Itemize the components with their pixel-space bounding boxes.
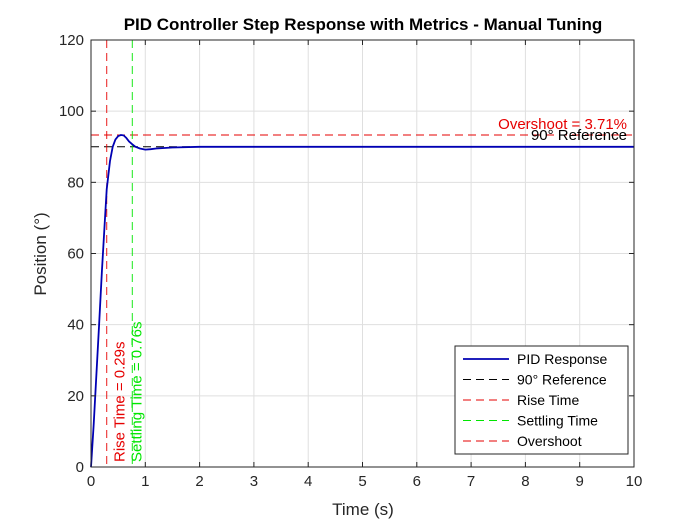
legend-label-4: Overshoot	[517, 433, 582, 449]
pid-response-line	[90, 134, 634, 468]
chart-title: PID Controller Step Response with Metric…	[124, 15, 603, 34]
overshoot-annotation: Overshoot = 3.71%	[498, 116, 627, 133]
y-tick-label: 80	[67, 174, 84, 191]
x-axis-label: Time (s)	[332, 500, 394, 519]
y-tick-label: 120	[59, 32, 84, 49]
x-tick-label: 1	[141, 473, 149, 490]
x-tick-label: 3	[250, 473, 258, 490]
x-tick-label: 4	[304, 473, 312, 490]
y-axis-label: Position (°)	[31, 212, 50, 295]
legend-label-3: Settling Time	[517, 413, 598, 429]
x-tick-label: 10	[626, 473, 643, 490]
x-tick-label: 2	[195, 473, 203, 490]
y-tick-label: 0	[76, 459, 84, 476]
legend-label-0: PID Response	[517, 351, 607, 367]
legend: PID Response 90° Reference Rise Time Settli…	[454, 345, 629, 455]
x-tick-label: 8	[521, 473, 529, 490]
x-tick-label: 0	[87, 473, 95, 490]
x-tick-label: 6	[413, 473, 421, 490]
y-tick-label: 60	[67, 246, 84, 263]
y-tick-label: 20	[67, 388, 84, 405]
settling-time-annotation: Settling Time = 0.76s	[128, 322, 145, 463]
reference-annotation: 90° Reference	[531, 127, 627, 144]
x-tick-label: 5	[358, 473, 366, 490]
y-tick-label: 40	[67, 317, 84, 334]
legend-label-1: 90° Reference	[517, 372, 607, 388]
x-tick-label: 9	[576, 473, 584, 490]
legend-label-2: Rise Time	[517, 392, 579, 408]
x-tick-label: 7	[467, 473, 475, 490]
rise-time-annotation: Rise Time = 0.29s	[112, 342, 129, 462]
plot-area: Rise Time = 0.29s Settling Time = 0.76s Ov…	[59, 32, 642, 490]
y-tick-label: 100	[59, 103, 84, 120]
